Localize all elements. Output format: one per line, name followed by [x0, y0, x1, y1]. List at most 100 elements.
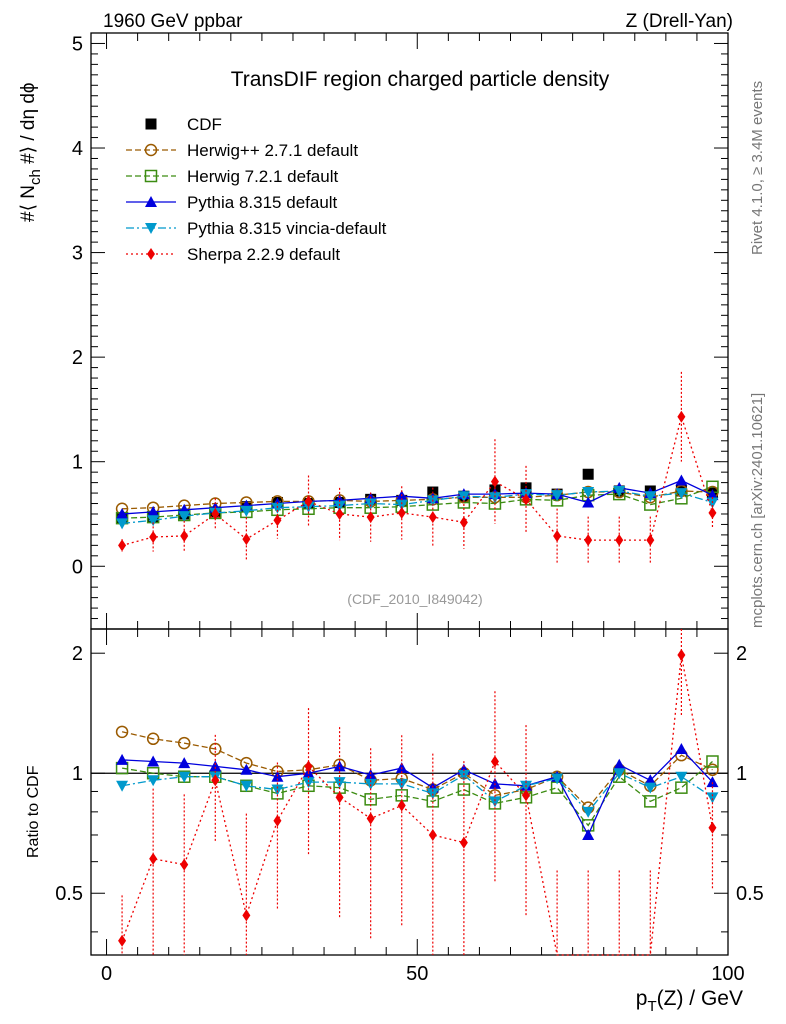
data-point [553, 529, 562, 542]
data-point [428, 828, 437, 841]
legend-label: Pythia 8.315 default [187, 193, 338, 212]
ratio-panel-frame [90, 628, 729, 956]
data-point [333, 500, 346, 512]
data-point [488, 796, 501, 808]
x-tick-label: 50 [406, 963, 428, 985]
main-y-tick-label: 0 [72, 556, 83, 578]
x-axis-ticks: 0 50 100 [101, 33, 745, 985]
data-point [178, 771, 191, 783]
data-point [459, 836, 468, 849]
data-point [242, 533, 251, 546]
data-point [149, 530, 158, 543]
data-point [116, 518, 129, 530]
legend-marker [144, 143, 158, 157]
data-point [582, 468, 594, 480]
main-y-tick-label: 2 [72, 347, 83, 369]
data-point [178, 757, 191, 769]
data-point [271, 784, 284, 796]
data-point [180, 858, 189, 871]
ratio-y-tick-label-right: 1 [736, 763, 747, 785]
data-point [240, 763, 253, 775]
data-point [490, 475, 499, 488]
data-point [582, 828, 595, 840]
main-axis-ticks: 0 1 2 3 4 5 [72, 33, 728, 620]
data-point [613, 485, 626, 497]
data-point [706, 489, 719, 501]
data-point [613, 758, 626, 770]
process-label: Z (Drell-Yan) [626, 11, 733, 32]
data-point [706, 776, 719, 788]
series-line [122, 748, 713, 837]
ratio-y-tick-label: 0.5 [55, 883, 83, 905]
legend: CDF Herwig++ 2.7.1 default Herwig 7.2.1 de… [126, 115, 387, 264]
x-tick-label: 100 [711, 963, 744, 985]
main-y-tick-label: 3 [72, 243, 83, 265]
series-line [122, 490, 713, 525]
main-panel-data [115, 371, 719, 564]
data-point [708, 821, 717, 834]
data-point [675, 743, 688, 755]
data-point [149, 852, 158, 865]
data-point [551, 490, 564, 502]
data-point [582, 487, 595, 499]
data-point [118, 539, 127, 552]
data-point [147, 775, 160, 787]
legend-marker [145, 196, 157, 207]
data-point [677, 410, 686, 423]
legend-marker [145, 223, 157, 234]
data-point [147, 515, 160, 527]
data-point [271, 502, 284, 514]
svg-text:#⟨ Nch #⟩ / dη dϕ: #⟨ Nch #⟩ / dη dϕ [18, 82, 44, 222]
legend-label: Herwig++ 2.7.1 default [187, 141, 358, 160]
data-point [551, 773, 564, 785]
data-point [273, 514, 282, 527]
data-point [335, 791, 344, 804]
rivet-version-label: Rivet 4.1.0, ≥ 3.4M events [749, 81, 766, 255]
series-line [122, 479, 713, 515]
data-point [675, 474, 688, 486]
mcplots-label: mcplots.cern.ch [arXiv:2401.10621] [749, 393, 766, 628]
ratio-y-tick-label: 2 [72, 643, 83, 665]
data-point [116, 753, 129, 765]
data-point [366, 511, 375, 524]
x-axis-label: pT(Z) / GeV [636, 987, 743, 1015]
data-point [116, 507, 129, 519]
data-point [677, 648, 686, 661]
data-point [675, 488, 688, 500]
data-point [333, 760, 346, 772]
ratio-axis-ticks: 0.5 0.5 1 1 2 2 [55, 643, 764, 933]
data-point [211, 774, 220, 787]
data-point [582, 806, 595, 818]
legend-marker [144, 169, 158, 183]
data-point [273, 814, 282, 827]
legend-marker [145, 118, 157, 130]
data-point [522, 789, 531, 802]
legend-label: Herwig 7.2.1 default [187, 167, 338, 186]
main-y-tick-label: 1 [72, 452, 83, 474]
x-tick-label: 0 [101, 963, 112, 985]
plot-title: TransDIF region charged particle density [231, 68, 610, 91]
data-point [395, 499, 408, 511]
data-point [304, 760, 313, 773]
data-point [613, 768, 626, 780]
ratio-y-axis-label: Ratio to CDF [25, 765, 42, 858]
data-point [706, 763, 719, 777]
data-point [644, 491, 657, 503]
data-point [240, 780, 253, 792]
series-line [121, 654, 714, 956]
data-point [118, 934, 127, 947]
data-point [116, 780, 129, 792]
legend-label: CDF [187, 115, 222, 134]
main-y-tick-label: 4 [72, 138, 83, 160]
legend-label: Sherpa 2.2.9 default [187, 245, 340, 264]
analysis-id-label: (CDF_2010_I849042) [347, 591, 482, 607]
data-point [522, 493, 531, 506]
data-point [211, 507, 220, 520]
data-point [459, 516, 468, 529]
data-point [178, 511, 191, 523]
ratio-y-tick-label-right: 2 [736, 643, 747, 665]
ratio-y-tick-label-right: 0.5 [736, 883, 764, 905]
main-y-axis-label: #⟨ Nch #⟩ / dη dϕ [18, 82, 44, 222]
data-point [240, 505, 253, 517]
